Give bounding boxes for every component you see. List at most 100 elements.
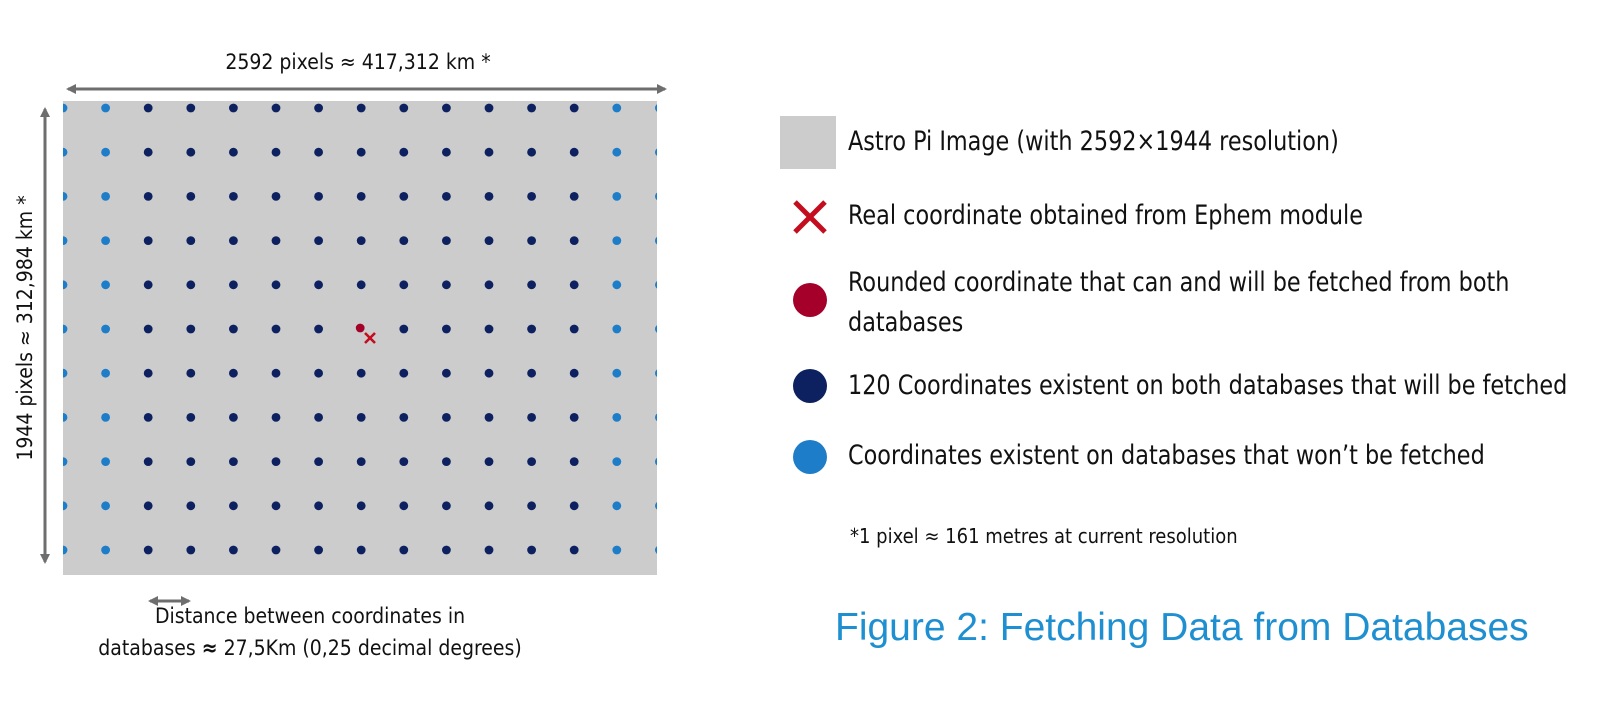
fetched-coordinate-dot <box>143 103 153 113</box>
fetched-coordinate-dot <box>314 236 323 246</box>
fetched-coordinate-dot <box>229 103 238 113</box>
fetched-coordinate-dot <box>314 413 323 422</box>
fetched-coordinate-dot <box>399 324 409 334</box>
not-fetched-coordinate-dot <box>101 147 110 157</box>
fetched-coordinate-dot <box>484 545 494 555</box>
not-fetched-coordinate-dot <box>63 457 68 466</box>
legend-label-real-coordinate: Real coordinate obtained from Ephem modu… <box>848 200 1364 231</box>
not-fetched-coordinate-dot <box>101 457 110 466</box>
navy-dot-icon <box>793 369 827 403</box>
fetched-coordinate-dot <box>314 501 323 511</box>
gray-square-icon <box>780 116 836 169</box>
fetched-coordinate-dot <box>356 457 366 466</box>
fetched-coordinate-dot <box>399 103 409 113</box>
not-fetched-coordinate-dot <box>101 501 110 511</box>
fetched-coordinate-dot <box>356 147 366 157</box>
not-fetched-coordinate-dot <box>612 501 622 511</box>
fetched-coordinate-dot <box>314 545 323 555</box>
fetched-coordinate-dot <box>399 147 409 157</box>
fetched-coordinate-dot <box>143 457 153 466</box>
fetched-coordinate-dot <box>229 147 238 157</box>
fetched-coordinate-dot <box>442 413 451 422</box>
not-fetched-coordinate-dot <box>612 457 622 466</box>
fetched-coordinate-dot <box>569 368 579 378</box>
fetched-coordinate-dot <box>314 103 323 113</box>
red-cross-icon <box>793 200 827 234</box>
fetched-coordinate-dot <box>271 324 281 334</box>
fetched-coordinate-dot <box>271 413 281 422</box>
fetched-coordinate-dot <box>186 413 196 422</box>
not-fetched-coordinate-dot <box>101 192 110 201</box>
fetched-coordinate-dot <box>399 501 409 511</box>
fetched-coordinate-dot <box>484 324 494 334</box>
legend-label-rounded-coordinate-line1: Rounded coordinate that can and will be … <box>848 267 1510 298</box>
legend-label-image: Astro Pi Image (with 2592×1944 resolutio… <box>848 126 1339 157</box>
fetched-coordinate-dot <box>527 280 536 290</box>
not-fetched-coordinate-dot <box>655 148 657 156</box>
fetched-coordinate-dot <box>143 368 153 378</box>
fetched-coordinate-dot <box>143 324 153 334</box>
fetched-coordinate-dot <box>484 457 494 466</box>
fetched-coordinate-dot <box>484 413 494 422</box>
spacing-label-line1: Distance between coordinates in <box>154 604 466 628</box>
fetched-coordinate-dot <box>527 103 536 113</box>
fetched-coordinate-dot <box>143 192 153 201</box>
fetched-coordinate-dot <box>442 236 451 246</box>
width-dimension-label: 2592 pixels ≈ 417,312 km * <box>225 50 491 74</box>
fetched-coordinate-dot <box>271 545 281 555</box>
fetched-coordinate-dot <box>442 545 451 555</box>
not-fetched-coordinate-dot <box>101 236 110 246</box>
fetched-coordinate-dot <box>484 192 494 201</box>
fetched-coordinate-dot <box>271 103 281 113</box>
not-fetched-coordinate-dot <box>655 104 657 112</box>
blue-dot-icon <box>793 440 827 474</box>
not-fetched-coordinate-dot <box>655 546 657 554</box>
not-fetched-coordinate-dot <box>612 324 622 334</box>
fetched-coordinate-dot <box>229 192 238 201</box>
fetched-coordinate-dot <box>186 147 196 157</box>
fetched-coordinate-dot <box>356 545 366 555</box>
fetched-coordinate-dot <box>271 501 281 511</box>
not-fetched-coordinate-dot <box>612 368 622 378</box>
fetched-coordinate-dot <box>186 545 196 555</box>
not-fetched-coordinate-dot <box>612 236 622 246</box>
fetched-coordinate-dot <box>186 280 196 290</box>
spacing-label-line2: databases ≈ 27,5Km (0,25 decimal degrees… <box>30 632 590 664</box>
fetched-coordinate-dot <box>484 103 494 113</box>
fetched-coordinate-dot <box>356 192 366 201</box>
not-fetched-coordinate-dot <box>612 103 622 113</box>
fetched-coordinate-dot <box>229 368 238 378</box>
fetched-coordinate-dot <box>527 501 536 511</box>
fetched-coordinate-dot <box>569 236 579 246</box>
fetched-coordinate-dot <box>271 147 281 157</box>
fetched-coordinate-dot <box>271 192 281 201</box>
not-fetched-coordinate-dot <box>63 280 68 290</box>
not-fetched-coordinate-dot <box>612 413 622 422</box>
fetched-coordinate-dot <box>271 457 281 466</box>
fetched-coordinate-dot <box>314 280 323 290</box>
not-fetched-coordinate-dot <box>63 368 68 378</box>
not-fetched-coordinate-dot <box>612 545 622 555</box>
not-fetched-coordinate-dot <box>63 501 68 511</box>
fetched-coordinate-dot <box>569 147 579 157</box>
fetched-coordinate-dot <box>569 413 579 422</box>
fetched-coordinate-dot <box>314 192 323 201</box>
fetched-coordinate-dot <box>399 280 409 290</box>
fetched-coordinate-dot <box>186 103 196 113</box>
height-dimension-label: 1944 pixels ≈ 312,984 km * <box>13 195 37 461</box>
fetched-coordinate-dot <box>569 324 579 334</box>
fetched-coordinate-dot <box>229 501 238 511</box>
not-fetched-coordinate-dot <box>101 545 110 555</box>
fetched-coordinate-dot <box>484 368 494 378</box>
fetched-coordinate-dot <box>229 413 238 422</box>
fetched-coordinate-dot <box>229 280 238 290</box>
not-fetched-coordinate-dot <box>101 413 110 422</box>
fetched-coordinate-dot <box>271 236 281 246</box>
fetched-coordinate-dot <box>186 192 196 201</box>
fetched-coordinate-dot <box>527 192 536 201</box>
fetched-coordinate-dot <box>186 324 196 334</box>
fetched-coordinate-dot <box>442 280 451 290</box>
fetched-coordinate-dot <box>143 413 153 422</box>
fetched-coordinate-dot <box>442 103 451 113</box>
not-fetched-coordinate-dot <box>63 192 68 201</box>
